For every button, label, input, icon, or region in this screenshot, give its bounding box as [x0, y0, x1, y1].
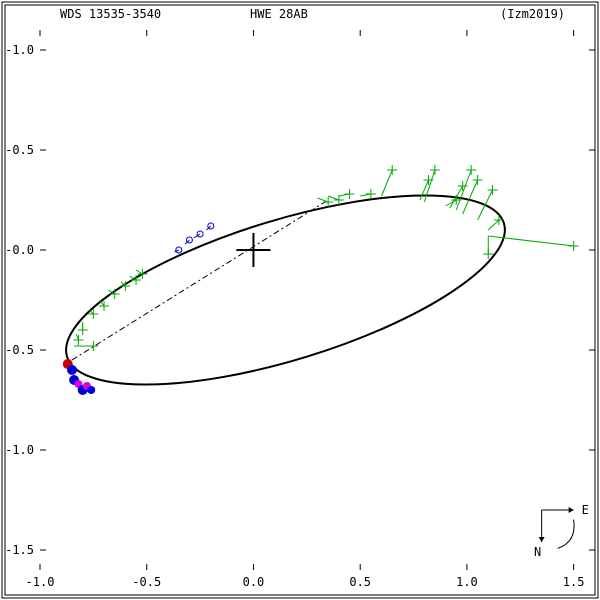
x-tick-label: 1.5: [563, 575, 585, 589]
plot-area: [40, 30, 595, 570]
filled-point-marker: [87, 386, 95, 394]
residual-line: [420, 180, 429, 200]
y-tick-label: -0.0: [5, 243, 34, 257]
filled-point-marker: [67, 365, 77, 375]
compass-e-label: E: [582, 503, 589, 517]
line-of-nodes: [72, 200, 328, 360]
x-tick-label: 0.5: [349, 575, 371, 589]
residual-line: [488, 220, 499, 230]
y-tick-label: -0.5: [5, 343, 34, 357]
y-tick-label: -1.0: [5, 43, 34, 57]
y-tick-label: -1.0: [5, 443, 34, 457]
residual-line: [478, 190, 493, 220]
header-center: HWE 28AB: [250, 7, 308, 21]
residual-line: [382, 170, 393, 196]
residual-line: [446, 200, 457, 206]
y-tick-label: -0.5: [5, 143, 34, 157]
orbit-plot-container: WDS 13535-3540 HWE 28AB (Izm2019) -1.0 -0.5 0…: [0, 0, 600, 600]
inner-border: [5, 5, 595, 595]
header-right: (Izm2019): [500, 7, 565, 21]
orbit-ellipse: [47, 156, 525, 423]
x-tick-label: -1.0: [26, 575, 55, 589]
compass-arc: [558, 520, 574, 549]
compass-n-arrow: [539, 537, 545, 542]
orbit-plot-svg: WDS 13535-3540 HWE 28AB (Izm2019) -1.0 -0.5 0…: [0, 0, 600, 600]
compass-e-arrow: [569, 507, 574, 513]
x-tick-label: 1.0: [456, 575, 478, 589]
compass-n-label: N: [534, 545, 541, 559]
x-tick-label: -0.5: [132, 575, 161, 589]
residual-line: [318, 198, 329, 202]
residual-line: [136, 270, 142, 274]
x-tick-label: 0.0: [243, 575, 265, 589]
y-tick-label: -1.5: [5, 543, 34, 557]
residual-line: [456, 170, 471, 210]
header-left: WDS 13535-3540: [60, 7, 161, 21]
residual-line: [328, 196, 339, 200]
outer-border: [2, 2, 598, 598]
residual-line: [463, 180, 478, 214]
